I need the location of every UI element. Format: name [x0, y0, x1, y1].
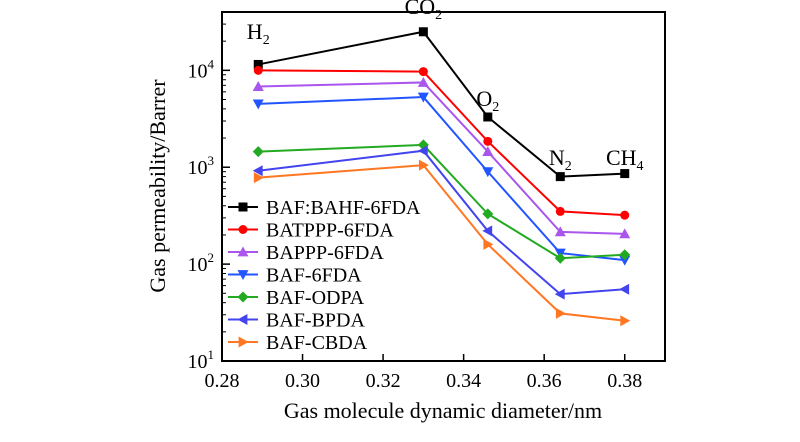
data-point	[555, 307, 566, 319]
series-line	[258, 69, 625, 217]
data-point	[482, 146, 494, 156]
legend-item: BAF-BPDA	[228, 310, 365, 332]
legend-item: BAF-6FDA	[228, 265, 362, 287]
x-tick-label: 0.38	[607, 370, 642, 392]
y-axis-label: Gas permeability/Barrer	[145, 79, 170, 293]
plot-frame	[221, 11, 666, 362]
series-bappp-6fda	[252, 76, 631, 239]
legend-label: BAF:BAHF-6FDA	[266, 197, 421, 219]
x-tick-label: 0.32	[366, 370, 401, 392]
gas-label: N2	[549, 145, 572, 174]
y-tick-label: 101	[188, 347, 215, 373]
legend-label: BATPPP-6FDA	[266, 220, 394, 242]
legend-marker	[238, 225, 248, 234]
data-point	[482, 167, 494, 178]
legend-marker	[237, 291, 249, 303]
data-point	[417, 92, 429, 103]
data-point	[418, 27, 428, 37]
legend-marker	[237, 270, 249, 280]
series-baf-bpda	[252, 145, 630, 300]
legend-item: BAF:BAHF-6FDA	[228, 197, 421, 219]
legend-item: BAPPP-6FDA	[228, 242, 384, 264]
data-point	[619, 249, 631, 261]
x-axis-label: Gas molecule dynamic diameter/nm	[284, 398, 602, 423]
series-baf-odpa	[252, 139, 631, 264]
data-point	[619, 255, 631, 266]
legend: BAF:BAHF-6FDABATPPP-6FDABAPPP-6FDABAF-6F…	[228, 197, 421, 354]
data-point	[483, 238, 494, 250]
series-line	[258, 30, 625, 178]
series-batppp-6fda	[253, 65, 630, 220]
legend-marker	[237, 246, 249, 257]
data-point	[554, 252, 566, 264]
gas-label: O2	[476, 86, 499, 115]
legend-marker	[238, 336, 249, 348]
data-series	[252, 27, 631, 327]
axis-ticks: 0.28 0.30 0.32 0.34 0.36 0.38 101 102 103 104	[188, 11, 642, 392]
data-point	[483, 136, 493, 146]
legend-label: BAPPP-6FDA	[266, 242, 384, 264]
data-point	[619, 228, 631, 239]
data-point	[253, 65, 263, 75]
data-point	[555, 172, 565, 182]
gas-label: CO2	[405, 0, 443, 23]
data-point	[252, 146, 264, 158]
data-point	[252, 99, 264, 110]
legend-label: BAF-BPDA	[266, 310, 365, 332]
data-point	[483, 112, 493, 122]
data-point	[554, 288, 565, 300]
data-point	[417, 145, 428, 157]
data-point	[620, 210, 630, 220]
data-point	[554, 226, 566, 237]
data-point	[418, 159, 429, 171]
legend-marker	[237, 314, 248, 325]
data-point	[482, 225, 493, 237]
data-point	[620, 169, 630, 179]
legend-item: BAF-ODPA	[228, 287, 365, 309]
x-tick-label: 0.28	[205, 370, 240, 392]
data-point	[253, 172, 264, 184]
legend-marker	[238, 202, 248, 212]
legend-label: BAF-6FDA	[266, 265, 362, 287]
data-point	[620, 315, 631, 327]
gas-label: CH4	[606, 145, 644, 174]
data-point	[482, 208, 494, 220]
legend-item: BAF-CBDA	[228, 332, 368, 354]
gas-label: H2	[247, 19, 270, 48]
x-tick-label: 0.36	[527, 370, 562, 392]
data-point	[253, 59, 263, 69]
data-point	[619, 283, 630, 295]
x-tick-label: 0.34	[446, 370, 481, 392]
data-point	[418, 67, 428, 77]
series-baf-cbda	[253, 159, 631, 327]
gas-labels: H2 CO2 O2 N2 CH4	[247, 0, 644, 174]
legend-label: BAF-ODPA	[266, 287, 365, 309]
y-tick-label: 104	[188, 56, 215, 82]
y-tick-label: 102	[188, 250, 215, 276]
legend-item: BATPPP-6FDA	[228, 220, 394, 242]
x-tick-label: 0.30	[285, 370, 320, 392]
data-point	[555, 206, 565, 216]
legend-label: BAF-CBDA	[266, 332, 368, 354]
data-point	[417, 76, 429, 87]
series-baf-bahf-6fda	[253, 27, 630, 182]
data-point	[252, 165, 263, 177]
y-tick-label: 103	[188, 153, 215, 179]
data-point	[252, 81, 264, 91]
